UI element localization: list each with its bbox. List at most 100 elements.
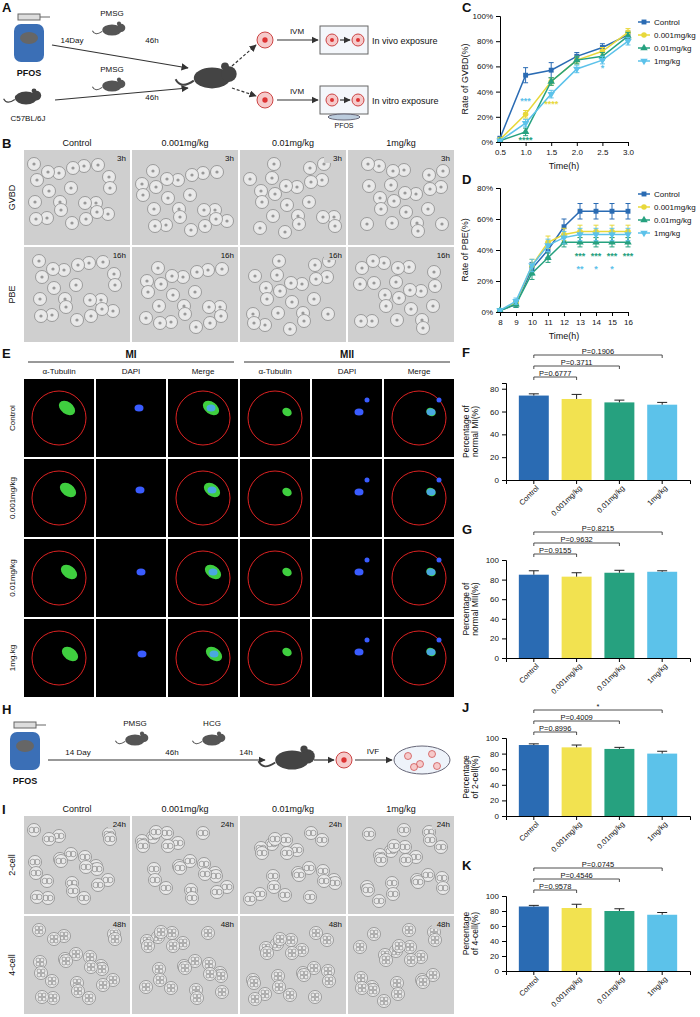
- blastomere: [217, 976, 221, 980]
- blastomere: [89, 994, 93, 998]
- legend: Control0.001mg/kg0.01mg/kg1mg/kg: [638, 190, 696, 238]
- blastomere: [77, 979, 81, 983]
- cell: [204, 317, 217, 330]
- tick-label: 0.01mg/kg: [595, 662, 626, 693]
- tick: 13: [576, 312, 585, 327]
- chromosomes: [427, 489, 436, 496]
- marker: [544, 243, 551, 249]
- micrograph: [384, 379, 454, 457]
- tick-label: 0%: [481, 138, 493, 147]
- blastomere: [35, 870, 41, 876]
- spindle: [59, 644, 81, 664]
- cell: [244, 173, 257, 186]
- tick: 1mg/kg: [645, 480, 669, 507]
- blastomere: [87, 963, 91, 967]
- spindle: [425, 646, 438, 658]
- blastomere: [358, 984, 362, 988]
- injection-icon: [14, 14, 50, 62]
- blastomere: [279, 983, 283, 987]
- micrograph: [24, 916, 130, 1014]
- cell: [280, 180, 293, 193]
- blastomere: [85, 994, 89, 998]
- cell-center: [156, 266, 159, 269]
- blastomere: [374, 898, 380, 904]
- mouse-icon: [176, 62, 237, 88]
- spindle: [425, 406, 438, 418]
- cell-center: [392, 199, 395, 202]
- y-axis: 020406080100: [486, 734, 507, 821]
- cell-center: [312, 297, 315, 300]
- blastomere: [314, 964, 318, 968]
- error-bar: [549, 63, 554, 78]
- blastomere: [274, 972, 278, 976]
- marker: [528, 263, 535, 269]
- cell-center: [40, 275, 43, 278]
- blastomere: [46, 878, 52, 884]
- micrograph: [168, 539, 238, 617]
- micrograph: [132, 150, 238, 245]
- micrograph: [348, 816, 454, 914]
- cell: [184, 189, 197, 202]
- cell-center: [320, 178, 323, 181]
- injection-icon: [10, 722, 46, 770]
- cell: [55, 204, 68, 217]
- tick-label: 0.001mg/kg: [549, 484, 583, 518]
- cell-center: [397, 296, 400, 299]
- p-value: P=0.9578: [539, 882, 571, 891]
- blastomere: [97, 882, 103, 888]
- cell-center: [390, 221, 393, 224]
- cell: [256, 847, 269, 860]
- tick-mark: [551, 142, 552, 146]
- blastomere: [300, 971, 304, 975]
- cell-center: [188, 193, 191, 196]
- time-label: 48h: [329, 920, 342, 929]
- cell: [405, 303, 418, 316]
- tick-mark: [502, 412, 506, 413]
- cell: [417, 976, 430, 989]
- cell: [386, 217, 399, 230]
- cell-center: [215, 170, 218, 173]
- blastomere: [111, 939, 115, 943]
- micrograph: [240, 247, 346, 342]
- blastomere: [393, 979, 397, 983]
- blastomere: [415, 854, 421, 860]
- tick: 0: [495, 812, 506, 821]
- tick: 40: [490, 937, 506, 946]
- time-label: 3h: [333, 154, 342, 163]
- tick: 20: [490, 453, 506, 462]
- blastomere: [423, 872, 429, 878]
- blastomere: [394, 994, 398, 998]
- blastomere: [35, 930, 39, 934]
- tick-label: 80: [490, 750, 499, 759]
- blastomere: [113, 976, 117, 980]
- cell: [28, 824, 41, 837]
- tick-label: Control: [517, 483, 541, 507]
- tick-label: 0: [495, 967, 500, 976]
- blastomere: [48, 981, 52, 985]
- blastomere: [370, 934, 374, 938]
- cell-center: [366, 162, 369, 165]
- cell: [279, 226, 292, 239]
- oocyte: [257, 92, 273, 108]
- cell: [362, 884, 375, 897]
- micrograph: [132, 247, 238, 342]
- polar-body: [437, 478, 442, 483]
- blastomere: [404, 844, 410, 850]
- blastomere: [204, 871, 210, 877]
- cell: [142, 940, 155, 953]
- cell-center: [144, 316, 147, 319]
- header-rule: [28, 362, 234, 363]
- cell: [150, 181, 163, 194]
- blastomere: [197, 998, 201, 1002]
- mouse-ear: [221, 62, 229, 70]
- arrow: [55, 88, 188, 100]
- bar-chart: Control0.001mg/kg0.01mg/kg1mg/kg02040608…: [461, 860, 691, 1009]
- tick-mark: [502, 785, 506, 786]
- label: 14Day: [60, 36, 83, 45]
- blastomere: [245, 896, 251, 902]
- cell-center: [404, 210, 407, 213]
- mouse-tail: [192, 741, 202, 744]
- blastomere: [373, 990, 377, 994]
- oocyte-outline: [176, 471, 230, 525]
- cell: [269, 833, 282, 846]
